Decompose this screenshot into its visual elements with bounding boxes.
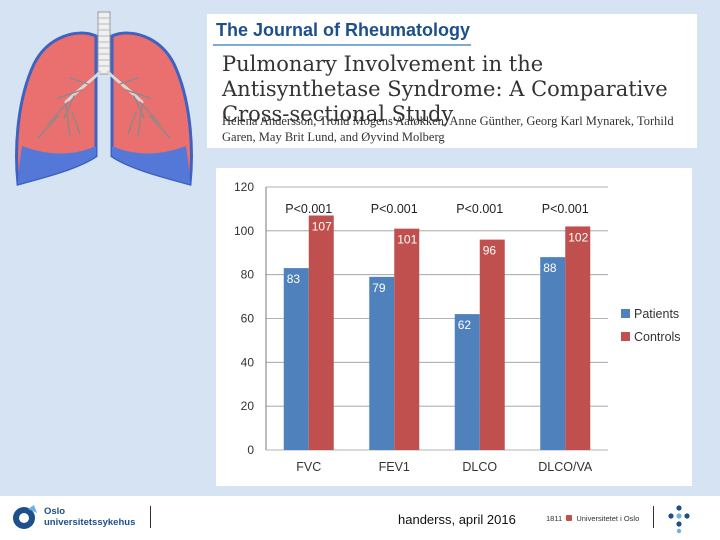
data-label: 88 <box>543 261 557 275</box>
journal-rule <box>213 44 471 46</box>
uio-seal-icon <box>566 515 573 521</box>
footer-text: handerss, april 2016 <box>398 512 516 527</box>
footer: Oslo universitetssykehus handerss, april… <box>0 496 720 540</box>
paper-title: Pulmonary Involvement in the Antisynthet… <box>222 52 668 126</box>
data-label: 101 <box>397 233 417 247</box>
y-tick-label: 80 <box>241 268 255 282</box>
y-tick-label: 100 <box>234 224 254 238</box>
hospital-name-line1: Oslo <box>44 506 66 517</box>
bar-chart: 0 20 40 60 80 100 120 P<0.001 FVC 83 107 P<0.001 FEV… <box>216 168 692 486</box>
lungs-illustration-icon <box>15 11 193 186</box>
bar-patients <box>283 268 309 450</box>
journal-header: The Journal of Rheumatology Pulmonary In… <box>207 14 697 148</box>
bar-controls <box>394 228 420 450</box>
uio-name: Universitetet i Oslo <box>576 514 640 523</box>
bar-controls <box>565 226 591 450</box>
y-tick-label: 40 <box>241 355 255 369</box>
data-label: 79 <box>372 281 386 295</box>
data-label: 102 <box>568 230 588 244</box>
legend-swatch-patients <box>621 309 630 318</box>
hospital-name: Oslo universitetssykehus <box>44 506 154 528</box>
bar-controls <box>479 239 505 450</box>
p-value-label: P<0.001 <box>456 202 503 216</box>
x-tick-label: DLCO/VA <box>538 460 593 474</box>
journal-name: The Journal of Rheumatology <box>216 20 471 40</box>
uio-year: 1811 <box>546 514 563 523</box>
data-label: 107 <box>312 219 332 233</box>
legend-swatch-controls <box>621 332 630 341</box>
y-tick-label: 60 <box>241 312 255 326</box>
y-tick-label: 0 <box>247 443 254 457</box>
uio-dots-logo-icon <box>668 505 690 534</box>
data-label: 83 <box>287 272 301 286</box>
paper-authors: Helena Andersson, Trond Mogens Aaløkken,… <box>222 114 674 144</box>
y-tick-label: 120 <box>234 180 254 194</box>
x-tick-label: DLCO <box>462 460 497 474</box>
bar-patients <box>369 276 395 450</box>
p-value-label: P<0.001 <box>285 202 332 216</box>
p-value-label: P<0.001 <box>542 202 589 216</box>
oslo-hospital-logo-icon <box>13 505 37 529</box>
footer-divider-left <box>150 506 151 528</box>
bar-controls <box>308 215 334 450</box>
y-tick-label: 20 <box>241 399 255 413</box>
chart-svg: 0 20 40 60 80 100 120 P<0.001 FVC 83 107 P<0.001 FEV… <box>234 180 681 474</box>
x-tick-label: FEV1 <box>379 460 410 474</box>
legend-label: Controls <box>634 330 681 344</box>
footer-divider-right <box>653 506 654 528</box>
data-label: 62 <box>458 318 472 332</box>
uio-label: 1811 Universitetet i Oslo <box>546 514 639 523</box>
x-tick-label: FVC <box>296 460 321 474</box>
hospital-name-line2: universitetssykehus <box>44 517 136 528</box>
bar-patients <box>540 257 566 450</box>
bar-patients <box>454 314 480 450</box>
legend-label: Patients <box>634 307 679 321</box>
data-label: 96 <box>483 244 497 258</box>
p-value-label: P<0.001 <box>371 202 418 216</box>
